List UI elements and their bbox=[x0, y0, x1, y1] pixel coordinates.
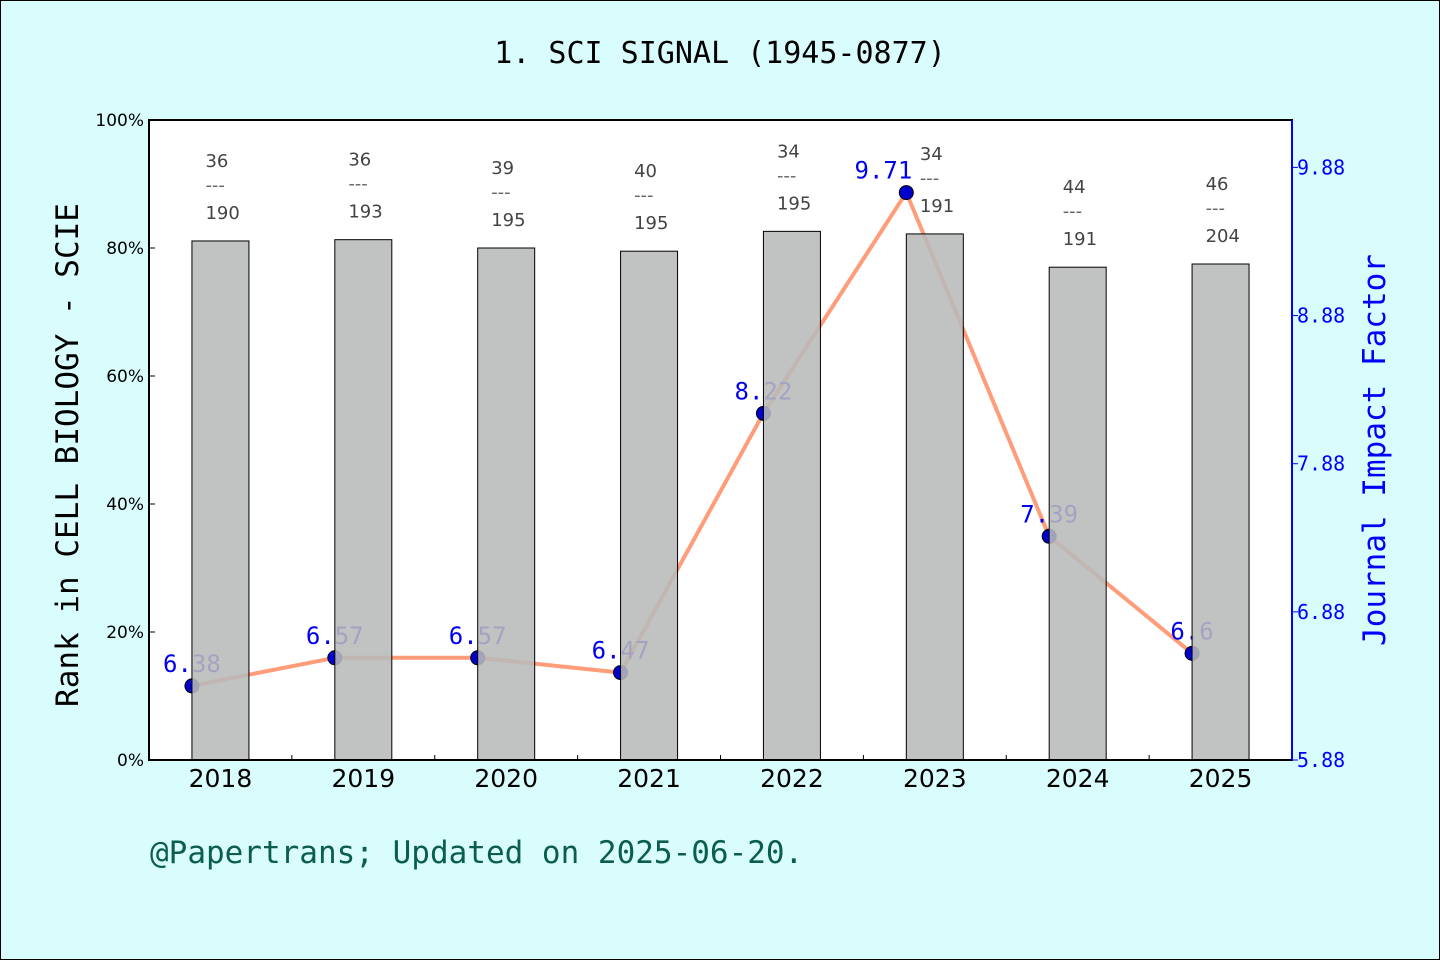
rank-bar bbox=[334, 239, 393, 761]
rank-numerator: 36 bbox=[348, 150, 371, 171]
rank-numerator: 34 bbox=[920, 144, 943, 165]
y-right-tick-label: 5.88 bbox=[1297, 748, 1345, 772]
y-left-tick-label: 20% bbox=[106, 623, 144, 643]
chart-title: 1. SCI SIGNAL (1945-0877) bbox=[494, 36, 946, 71]
y-right-tick-label: 7.88 bbox=[1297, 452, 1345, 476]
rank-bar bbox=[477, 247, 536, 761]
rank-denominator: 193 bbox=[348, 202, 382, 223]
rank-bar bbox=[762, 230, 821, 761]
x-tick-label: 2020 bbox=[474, 764, 538, 793]
x-tick-label: 2022 bbox=[760, 764, 824, 793]
rank-divider: --- bbox=[1206, 198, 1226, 219]
rank-denominator: 191 bbox=[1063, 229, 1097, 250]
rank-denominator: 195 bbox=[777, 193, 811, 214]
footer-credit: @Papertrans; Updated on 2025-06-20. bbox=[150, 835, 804, 871]
x-tick-label: 2019 bbox=[332, 764, 396, 793]
y-left-tick-label: 0% bbox=[117, 751, 144, 771]
rank-divider: --- bbox=[348, 174, 368, 195]
y-right-tick-label: 6.88 bbox=[1297, 600, 1345, 624]
plot-area bbox=[149, 120, 1292, 760]
x-tick-label: 2024 bbox=[1046, 764, 1110, 793]
rank-divider: --- bbox=[920, 168, 940, 189]
y-left-tick-label: 80% bbox=[106, 239, 144, 259]
rank-denominator: 195 bbox=[491, 210, 525, 231]
rank-numerator: 36 bbox=[205, 151, 228, 172]
y-left-tick-label: 40% bbox=[106, 495, 144, 515]
y-left-tick-label: 60% bbox=[106, 367, 144, 387]
rank-bar bbox=[905, 233, 964, 761]
rank-divider: --- bbox=[777, 165, 797, 186]
rank-numerator: 34 bbox=[777, 141, 800, 162]
rank-bar bbox=[1191, 263, 1250, 761]
rank-denominator: 191 bbox=[920, 196, 954, 217]
rank-bar bbox=[191, 240, 250, 761]
rank-divider: --- bbox=[491, 182, 511, 203]
rank-numerator: 44 bbox=[1063, 177, 1086, 198]
y-right-axis-label: Journal Impact Factor bbox=[1357, 254, 1393, 646]
rank-denominator: 195 bbox=[634, 213, 668, 234]
rank-numerator: 39 bbox=[491, 158, 514, 179]
y-right-tick-label: 8.88 bbox=[1297, 304, 1345, 328]
rank-bar bbox=[620, 250, 679, 761]
y-left-tick-label: 100% bbox=[95, 111, 144, 131]
x-tick-label: 2018 bbox=[189, 764, 253, 793]
x-tick-label: 2025 bbox=[1189, 764, 1253, 793]
rank-divider: --- bbox=[205, 175, 225, 196]
rank-bar bbox=[1048, 266, 1107, 761]
x-tick-label: 2021 bbox=[617, 764, 681, 793]
rank-numerator: 46 bbox=[1206, 174, 1229, 195]
impact-factor-point bbox=[898, 185, 914, 201]
rank-denominator: 190 bbox=[205, 203, 239, 224]
y-left-axis-label: Rank in CELL BIOLOGY - SCIE bbox=[50, 203, 86, 707]
rank-denominator: 204 bbox=[1206, 226, 1240, 247]
impact-factor-label: 9.71 bbox=[855, 157, 913, 185]
rank-numerator: 40 bbox=[634, 161, 657, 182]
rank-divider: --- bbox=[1063, 201, 1083, 222]
y-right-tick-label: 9.88 bbox=[1297, 155, 1345, 179]
rank-divider: --- bbox=[634, 185, 654, 206]
x-tick-label: 2023 bbox=[903, 764, 967, 793]
